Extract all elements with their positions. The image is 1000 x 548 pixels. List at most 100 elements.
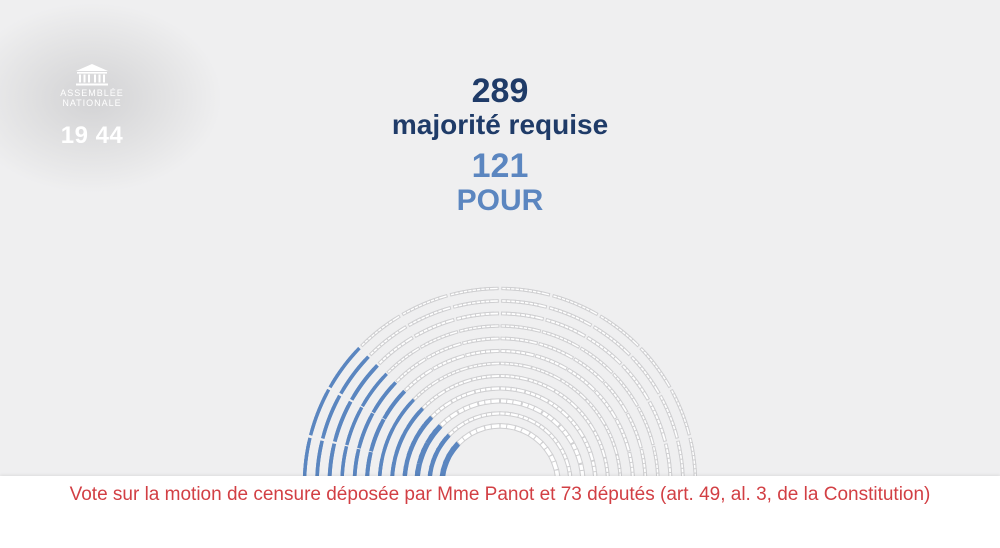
seat-empty [448, 329, 459, 337]
seat-empty [518, 375, 529, 382]
seat-empty [624, 441, 631, 452]
seat-empty [451, 341, 462, 349]
seat-empty [557, 362, 568, 371]
seat-pour [387, 381, 398, 391]
seat-empty [490, 386, 501, 392]
seat-empty [437, 294, 448, 301]
seat-empty [489, 311, 500, 316]
seat-pour [391, 457, 398, 468]
seat-empty [397, 325, 408, 334]
seat-empty [489, 348, 500, 354]
seat-empty [579, 469, 586, 476]
seat-empty [533, 315, 545, 321]
seat-empty [475, 425, 487, 434]
seat-empty [587, 422, 597, 433]
seat-empty [540, 291, 551, 297]
seat-pour [378, 372, 388, 383]
seat-empty [578, 391, 588, 401]
seat-empty [685, 425, 692, 436]
seat-pour [399, 430, 408, 441]
clock: 19 44 [60, 122, 124, 149]
seat-empty [563, 352, 575, 360]
seat-pour [354, 448, 361, 459]
seat-empty [660, 431, 668, 443]
seat-empty [423, 367, 434, 377]
seat-empty [511, 399, 523, 407]
seat-empty [489, 324, 500, 328]
background-stage [0, 0, 1000, 476]
seat-empty [442, 399, 453, 409]
seat-empty [430, 378, 441, 387]
seat-pour [342, 445, 349, 456]
seat-empty [652, 384, 661, 395]
seat-pour [360, 355, 370, 365]
seat-empty [672, 428, 680, 439]
seat-empty [631, 397, 640, 408]
seat-empty [531, 327, 542, 333]
seat-empty [636, 438, 643, 449]
seat-empty [600, 448, 607, 459]
seat-pour [330, 443, 337, 454]
seat-empty [489, 299, 499, 304]
seat-empty [550, 460, 560, 472]
seat-empty [621, 347, 632, 357]
seat-empty [567, 471, 573, 476]
seat-empty [539, 395, 550, 404]
seat-empty [668, 471, 673, 476]
seat-pour [366, 412, 375, 423]
seat-empty [455, 353, 466, 361]
seat-empty [655, 472, 660, 476]
seat-empty [462, 377, 473, 385]
seat-empty [598, 416, 607, 427]
seat-pour [322, 388, 331, 399]
seat-empty [490, 398, 501, 405]
pour-count: 121 [471, 147, 529, 185]
seat-empty [490, 423, 501, 430]
seat-empty [592, 470, 598, 476]
seat-pour [377, 418, 386, 429]
seat-empty [643, 472, 648, 476]
seat-empty [575, 453, 584, 465]
seat-empty [587, 451, 595, 462]
seat-empty [576, 428, 586, 439]
caption-band [0, 476, 1000, 548]
seat-empty [468, 401, 480, 410]
seat-pour [415, 406, 425, 417]
seat-pour [403, 460, 410, 471]
required-majority-number: 289 [471, 72, 529, 110]
seat-empty [490, 361, 501, 366]
seat-empty [588, 308, 599, 317]
seat-empty [532, 405, 544, 415]
seat-empty [458, 365, 470, 373]
seat-empty [524, 351, 535, 358]
seat-pour [306, 437, 312, 448]
seat-pour [420, 442, 430, 454]
seat-pour [369, 364, 379, 374]
hemicycle-seat-chart [302, 286, 698, 476]
assemblee-nationale-logo: ASSEMBLÉE NATIONALE [52, 62, 132, 108]
seat-empty [612, 445, 619, 456]
seat-empty [441, 305, 452, 313]
seat-pour [379, 454, 385, 465]
seat-empty [489, 336, 500, 341]
seat-pour [410, 436, 419, 447]
seat-empty [416, 357, 427, 366]
seat-empty [693, 472, 698, 476]
seat-empty [630, 471, 636, 476]
seat-empty [569, 400, 579, 410]
pour-label: POUR [456, 184, 544, 217]
seat-empty [521, 363, 533, 370]
seat-empty [612, 355, 623, 366]
palais-bourbon-icon [76, 64, 108, 86]
seat-empty [390, 314, 401, 323]
seat-pour [388, 424, 397, 435]
seat-pour [432, 424, 443, 435]
seat-empty [609, 409, 618, 420]
seat-empty [410, 346, 421, 355]
seat-empty [630, 338, 640, 348]
seat-empty [505, 423, 517, 431]
seat-empty [663, 378, 672, 389]
seat-pour [396, 389, 407, 400]
seat-empty [403, 335, 414, 345]
seat-empty [620, 403, 629, 414]
